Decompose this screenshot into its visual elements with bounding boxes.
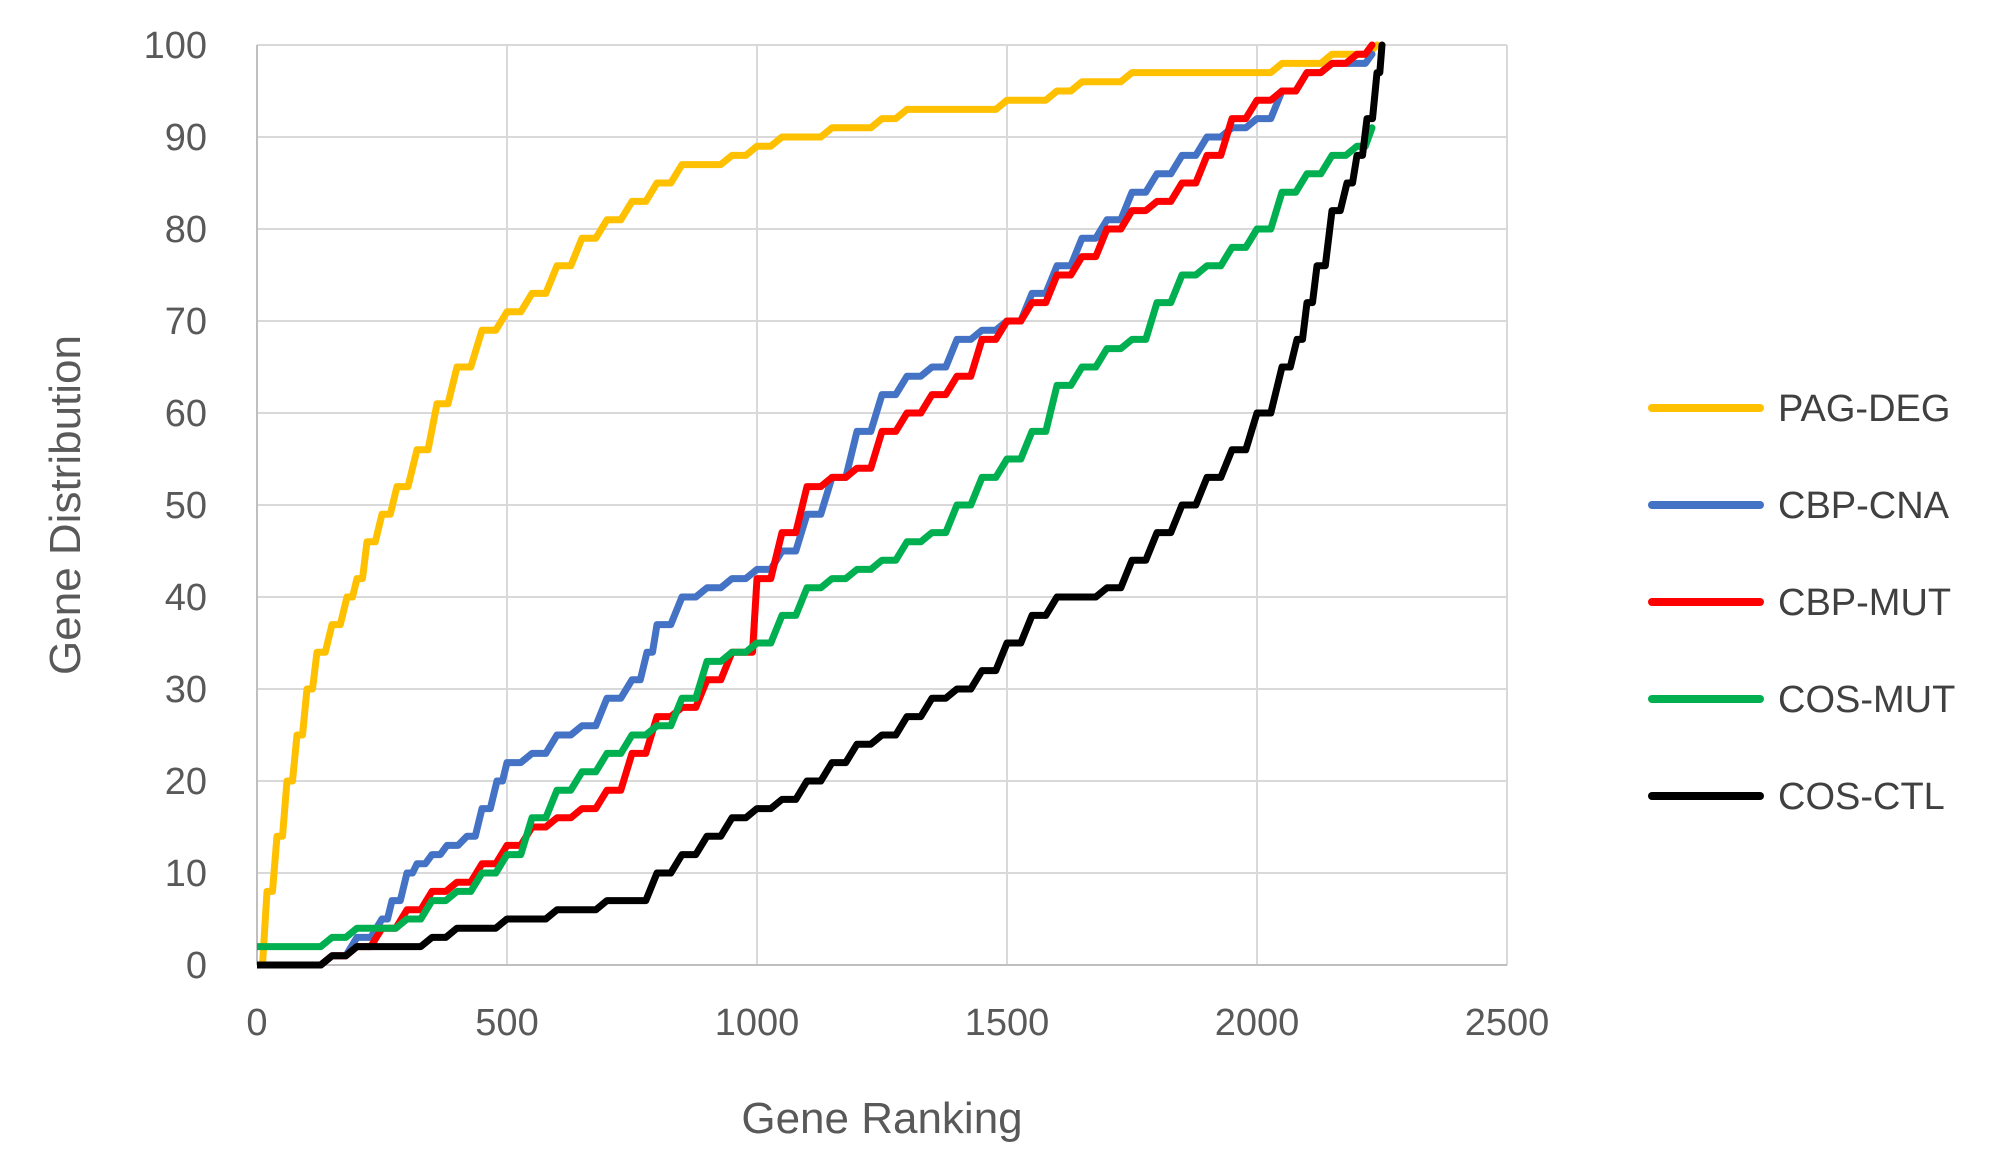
- legend-label-cos-ctl: COS-CTL: [1778, 776, 1945, 818]
- y-tick-label: 30: [165, 669, 207, 711]
- legend: PAG-DEG CBP-CNA CBP-MUT COS-MUT COS-CTL: [1648, 388, 1955, 818]
- axes: [256, 45, 1507, 966]
- y-tick-label: 20: [165, 761, 207, 803]
- series-line-cbp-mut: [257, 41, 1376, 969]
- y-tick-label: 50: [165, 485, 207, 527]
- x-tick-label: 500: [475, 1002, 538, 1044]
- y-axis-title: Gene Distribution: [41, 335, 90, 675]
- x-tick-label: 1500: [965, 1002, 1050, 1044]
- series-line-cos-ctl: [257, 41, 1386, 969]
- series-line-cos-mut: [257, 124, 1376, 951]
- y-tick-label: 10: [165, 853, 207, 895]
- y-tick-label: 40: [165, 577, 207, 619]
- x-tick-label: 2500: [1465, 1002, 1550, 1044]
- y-tick-label: 60: [165, 393, 207, 435]
- y-tick-label: 90: [165, 117, 207, 159]
- x-axis-title: Gene Ranking: [741, 1094, 1022, 1143]
- series-lines: [257, 41, 1386, 969]
- series-line-pag-deg: [257, 41, 1381, 969]
- x-tick-label: 1000: [715, 1002, 800, 1044]
- y-tick-label: 100: [144, 25, 207, 67]
- series-line-cbp-cna: [257, 50, 1376, 969]
- y-tick-label: 70: [165, 301, 207, 343]
- y-tick-label: 0: [186, 945, 207, 987]
- legend-label-cbp-mut: CBP-MUT: [1778, 582, 1951, 624]
- legend-label-cos-mut: COS-MUT: [1778, 679, 1955, 721]
- legend-label-pag-deg: PAG-DEG: [1778, 388, 1950, 430]
- x-tick-label: 0: [246, 1002, 267, 1044]
- x-tick-label: 2000: [1215, 1002, 1300, 1044]
- grid-lines: [257, 44, 1508, 965]
- y-tick-label: 80: [165, 209, 207, 251]
- legend-label-cbp-cna: CBP-CNA: [1778, 485, 1950, 527]
